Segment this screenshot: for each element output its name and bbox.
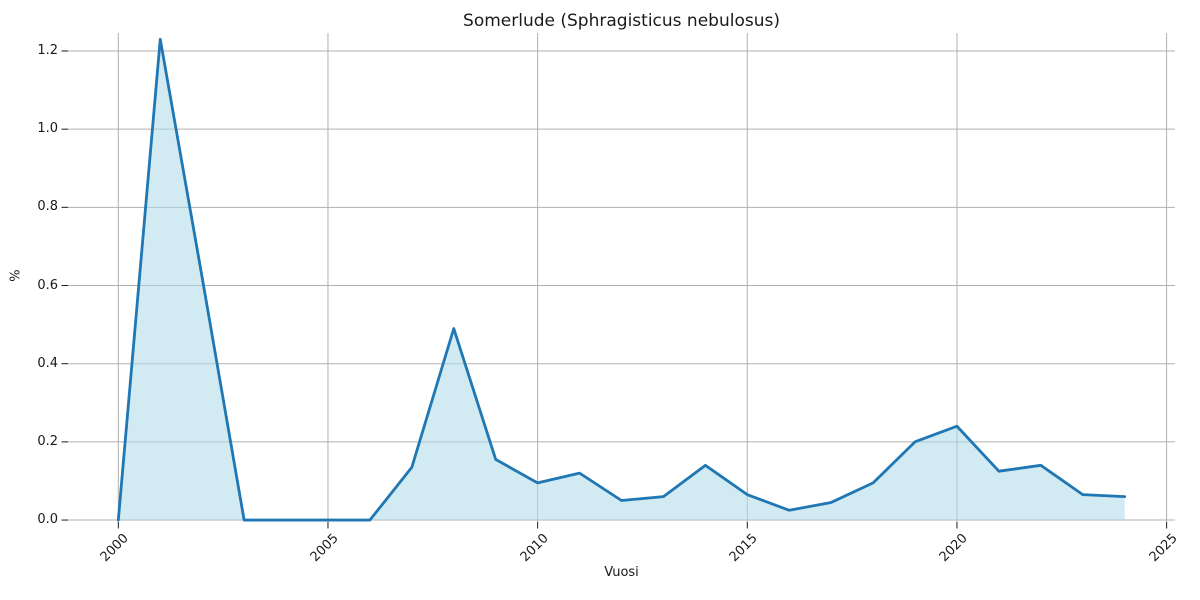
x-axis-label: Vuosi bbox=[604, 565, 639, 580]
y-tick-label: 0.0 bbox=[37, 512, 58, 528]
y-tick-label: 0.6 bbox=[37, 277, 58, 293]
area-fill bbox=[118, 39, 1125, 521]
data-line bbox=[116, 37, 1127, 522]
y-tick-label: 0.2 bbox=[37, 433, 58, 449]
chart-title: Somerlude (Sphragisticus nebulosus) bbox=[463, 11, 780, 31]
y-tick-label: 1.0 bbox=[37, 121, 58, 137]
y-tick-label: 0.4 bbox=[37, 355, 58, 371]
y-tick-label: 0.8 bbox=[37, 199, 58, 215]
y-tick-label: 1.2 bbox=[37, 42, 58, 58]
